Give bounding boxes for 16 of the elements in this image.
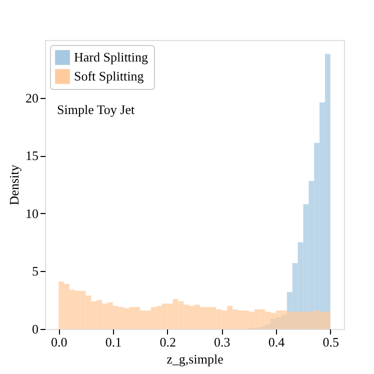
x-tick-label: 0.2 xyxy=(160,334,176,350)
x-axis-title: z_g,simple xyxy=(166,352,224,366)
y-tick-label: 0 xyxy=(32,322,38,336)
legend-label: Soft Splitting xyxy=(74,68,144,84)
annotation: Simple Toy Jet xyxy=(57,102,135,117)
x-tick-label: 0.5 xyxy=(322,334,340,350)
y-tick-label: 15 xyxy=(26,148,38,164)
y-tick-label: 20 xyxy=(26,90,38,106)
legend-label: Hard Splitting xyxy=(74,50,149,64)
y-axis-title: Density xyxy=(6,164,22,206)
x-tick-label: 0.3 xyxy=(214,334,230,350)
y-tick-label: 10 xyxy=(26,206,38,221)
x-tick-label: 0.0 xyxy=(50,334,68,350)
y-tick-label: 5 xyxy=(32,264,38,279)
x-tick-label: 0.1 xyxy=(105,334,122,350)
x-tick-label: 0.4 xyxy=(268,334,286,350)
